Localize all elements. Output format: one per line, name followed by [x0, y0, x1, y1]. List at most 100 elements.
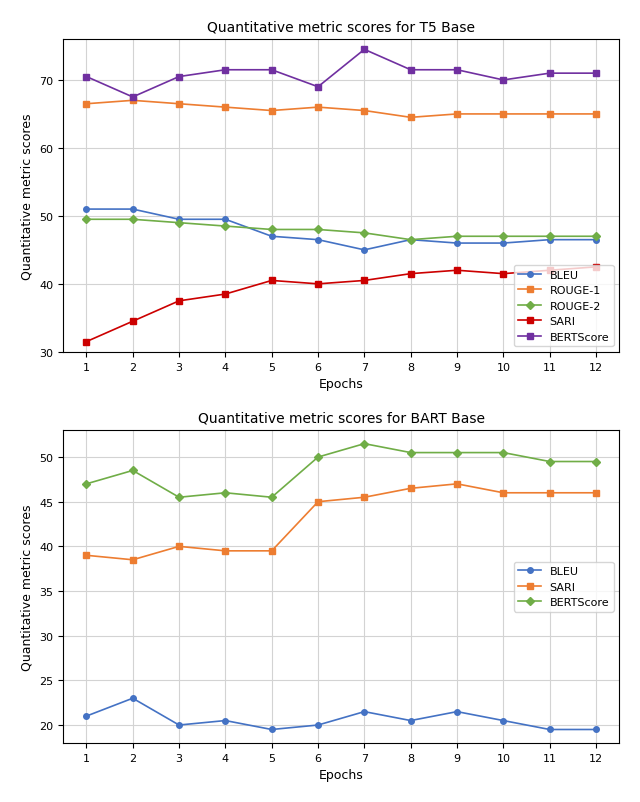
SARI [453, 480, 461, 489]
Y-axis label: Quantitative metric scores: Quantitative metric scores [21, 504, 34, 670]
X-axis label: Epochs: Epochs [319, 378, 364, 391]
SARI [83, 338, 90, 347]
ROUGE-2 [453, 232, 461, 241]
Legend: BLEU, ROUGE-1, ROUGE-2, SARI, BERTScore: BLEU, ROUGE-1, ROUGE-2, SARI, BERTScore [514, 265, 614, 346]
ROUGE-1 [592, 110, 600, 119]
SARI [360, 276, 368, 286]
ROUGE-2 [592, 232, 600, 241]
BLEU [407, 716, 415, 726]
ROUGE-1 [360, 107, 368, 116]
ROUGE-1 [453, 110, 461, 119]
SARI [453, 266, 461, 276]
BLEU [221, 716, 229, 726]
Line: BLEU: BLEU [84, 207, 599, 253]
SARI [314, 280, 322, 290]
BLEU [546, 725, 554, 735]
SARI [175, 297, 183, 306]
BLEU [499, 239, 507, 249]
ROUGE-1 [314, 103, 322, 113]
ROUGE-1 [83, 99, 90, 109]
Line: SARI: SARI [84, 481, 599, 563]
ROUGE-2 [546, 232, 554, 241]
BLEU [453, 239, 461, 249]
SARI [268, 546, 276, 556]
ROUGE-2 [175, 219, 183, 229]
ROUGE-1 [175, 99, 183, 109]
BLEU [499, 716, 507, 726]
SARI [546, 266, 554, 276]
BLEU [175, 720, 183, 730]
ROUGE-1 [499, 110, 507, 119]
BLEU [592, 236, 600, 245]
SARI [407, 269, 415, 279]
SARI [360, 492, 368, 502]
BERTScore [221, 66, 229, 75]
Legend: BLEU, SARI, BERTScore: BLEU, SARI, BERTScore [514, 562, 614, 612]
BLEU [314, 236, 322, 245]
BLEU [221, 215, 229, 225]
ROUGE-2 [360, 229, 368, 238]
BLEU [83, 205, 90, 215]
SARI [407, 484, 415, 493]
BLEU [360, 245, 368, 255]
ROUGE-2 [499, 232, 507, 241]
BERTScore [407, 66, 415, 75]
BERTScore [407, 448, 415, 458]
ROUGE-1 [407, 113, 415, 123]
BLEU [175, 215, 183, 225]
BERTScore [268, 492, 276, 502]
BERTScore [546, 69, 554, 79]
Line: ROUGE-2: ROUGE-2 [84, 217, 599, 243]
BERTScore [360, 46, 368, 55]
BERTScore [129, 466, 136, 476]
BERTScore [268, 66, 276, 75]
BERTScore [592, 457, 600, 467]
BERTScore [175, 73, 183, 83]
SARI [175, 542, 183, 552]
ROUGE-1 [268, 107, 276, 116]
SARI [268, 276, 276, 286]
ROUGE-2 [221, 222, 229, 232]
Line: BERTScore: BERTScore [84, 47, 599, 100]
BLEU [129, 694, 136, 703]
BERTScore [499, 76, 507, 86]
BERTScore [83, 480, 90, 489]
BERTScore [546, 457, 554, 467]
SARI [129, 317, 136, 326]
ROUGE-2 [314, 225, 322, 235]
ROUGE-2 [129, 215, 136, 225]
BERTScore [314, 452, 322, 462]
Line: ROUGE-1: ROUGE-1 [84, 99, 599, 121]
ROUGE-1 [221, 103, 229, 113]
ROUGE-2 [83, 215, 90, 225]
X-axis label: Epochs: Epochs [319, 768, 364, 781]
SARI [499, 488, 507, 498]
SARI [83, 551, 90, 561]
ROUGE-1 [546, 110, 554, 119]
SARI [546, 488, 554, 498]
SARI [499, 269, 507, 279]
BERTScore [592, 69, 600, 79]
BLEU [83, 711, 90, 721]
SARI [221, 290, 229, 299]
BLEU [453, 707, 461, 716]
BERTScore [314, 83, 322, 92]
BLEU [268, 725, 276, 735]
Title: Quantitative metric scores for T5 Base: Quantitative metric scores for T5 Base [207, 21, 476, 34]
BLEU [360, 707, 368, 716]
BERTScore [453, 66, 461, 75]
BERTScore [175, 492, 183, 502]
Line: BERTScore: BERTScore [84, 441, 599, 500]
BERTScore [129, 93, 136, 103]
SARI [592, 488, 600, 498]
ROUGE-1 [129, 96, 136, 106]
Line: BLEU: BLEU [84, 695, 599, 732]
Y-axis label: Quantitative metric scores: Quantitative metric scores [21, 113, 34, 279]
BLEU [546, 236, 554, 245]
BLEU [268, 232, 276, 241]
BERTScore [499, 448, 507, 458]
BERTScore [221, 488, 229, 498]
BLEU [314, 720, 322, 730]
BLEU [592, 725, 600, 735]
SARI [314, 497, 322, 507]
